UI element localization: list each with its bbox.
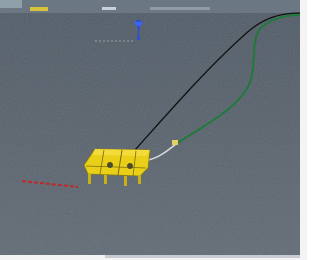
rov-leg (104, 175, 107, 184)
rov-leg (138, 175, 141, 184)
bottom-bar (105, 255, 300, 258)
scene-view (0, 0, 307, 260)
rov-leg (124, 176, 127, 186)
top-strip (0, 0, 300, 13)
right-border (300, 0, 307, 260)
rov-leg (88, 174, 91, 184)
rov-thruster (107, 162, 113, 168)
top-marker (150, 7, 210, 10)
top-marker (30, 7, 48, 11)
top-marker (102, 7, 116, 10)
rov-thruster (127, 163, 133, 169)
tether-connector (172, 140, 178, 145)
top-marker (0, 0, 22, 8)
page: (() => { const data = JSON.parse(documen… (0, 0, 307, 260)
